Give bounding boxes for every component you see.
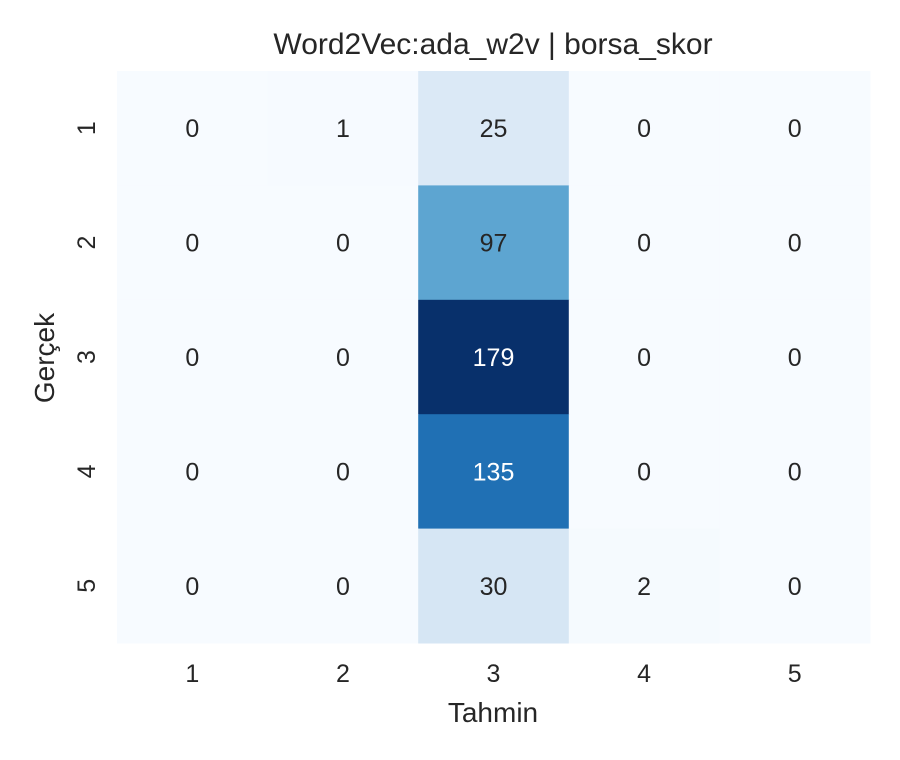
cell-value-label: 25 [480, 115, 508, 143]
heatmap-cell-r3-c5 [719, 299, 871, 415]
heatmap-cell-r2-c5 [719, 185, 871, 301]
heatmap-cell-r4-c4 [568, 414, 720, 530]
cell-value-label: 135 [473, 458, 515, 486]
cell-value-label: 0 [185, 230, 199, 258]
cell-value-label: 0 [637, 344, 651, 372]
cell-value-label: 0 [336, 573, 350, 601]
heatmap-cell-r3-c3 [418, 299, 570, 415]
heatmap-cell-r5-c1 [117, 528, 269, 644]
x-tick-label: 3 [487, 660, 501, 688]
heatmap-cell-r1-c4 [568, 71, 720, 186]
x-tick-label: 5 [788, 660, 802, 688]
cell-value-label: 0 [788, 458, 802, 486]
heatmap-cell-r5-c3 [418, 528, 570, 644]
cell-value-label: 0 [788, 573, 802, 601]
cell-value-label: 2 [637, 573, 651, 601]
x-tick-label: 2 [336, 660, 350, 688]
chart-title: Word2Vec:ada_w2v | borsa_skor [273, 28, 712, 61]
heatmap-cell-r3-c1 [117, 299, 269, 415]
heatmap-cell-r2-c4 [568, 185, 720, 301]
cell-value-label: 0 [185, 458, 199, 486]
y-axis-label: Gerçek [29, 312, 60, 403]
cell-value-label: 0 [185, 344, 199, 372]
heatmap-cell-r5-c2 [267, 528, 419, 644]
cell-value-label: 30 [480, 573, 508, 601]
cell-value-label: 0 [185, 115, 199, 143]
y-axis-ticks: 1 2 3 4 5 [73, 121, 101, 593]
heatmap-cell-r2-c3 [418, 185, 570, 301]
heatmap-grid: 0 1 25 0 0 0 0 97 0 0 0 0 179 0 0 0 0 135 0 0 0 0 30 2 0 [117, 71, 871, 644]
x-tick-label: 4 [637, 660, 651, 688]
cell-value-label: 0 [637, 230, 651, 258]
heatmap-cell-r2-c1 [117, 185, 269, 301]
cell-value-label: 0 [185, 573, 199, 601]
cell-value-label: 0 [637, 115, 651, 143]
cell-value-label: 0 [788, 230, 802, 258]
heatmap-cell-r1-c3 [418, 71, 570, 186]
cell-value-label: 1 [336, 115, 350, 143]
cell-value-label: 0 [336, 344, 350, 372]
heatmap-cell-r3-c2 [267, 299, 419, 415]
heatmap-cell-r1-c5 [719, 71, 871, 186]
heatmap-cell-r2-c2 [267, 185, 419, 301]
cell-value-label: 0 [336, 230, 350, 258]
heatmap-cell-r4-c5 [719, 414, 871, 530]
heatmap-cell-r1-c2 [267, 71, 419, 186]
heatmap-cell-r1-c1 [117, 71, 269, 186]
cell-value-label: 179 [473, 344, 515, 372]
cell-value-label: 0 [788, 115, 802, 143]
y-tick-label: 4 [73, 464, 101, 478]
cell-value-label: 0 [788, 344, 802, 372]
heatmap-cell-r5-c4 [568, 528, 720, 644]
y-tick-label: 3 [73, 350, 101, 364]
x-axis-ticks: 1 2 3 4 5 [185, 660, 801, 688]
heatmap-cell-r4-c1 [117, 414, 269, 530]
y-tick-label: 1 [73, 121, 101, 135]
heatmap-cell-r4-c2 [267, 414, 419, 530]
x-axis-label: Tahmin [448, 697, 538, 728]
cell-value-label: 0 [336, 458, 350, 486]
heatmap-cell-r5-c5 [719, 528, 871, 644]
y-tick-label: 5 [73, 579, 101, 593]
heatmap-cell-r4-c3 [418, 414, 570, 530]
cell-value-label: 0 [637, 458, 651, 486]
cell-value-label: 97 [480, 230, 508, 258]
y-tick-label: 2 [73, 236, 101, 250]
x-tick-label: 1 [185, 660, 199, 688]
heatmap-cell-r3-c4 [568, 299, 720, 415]
